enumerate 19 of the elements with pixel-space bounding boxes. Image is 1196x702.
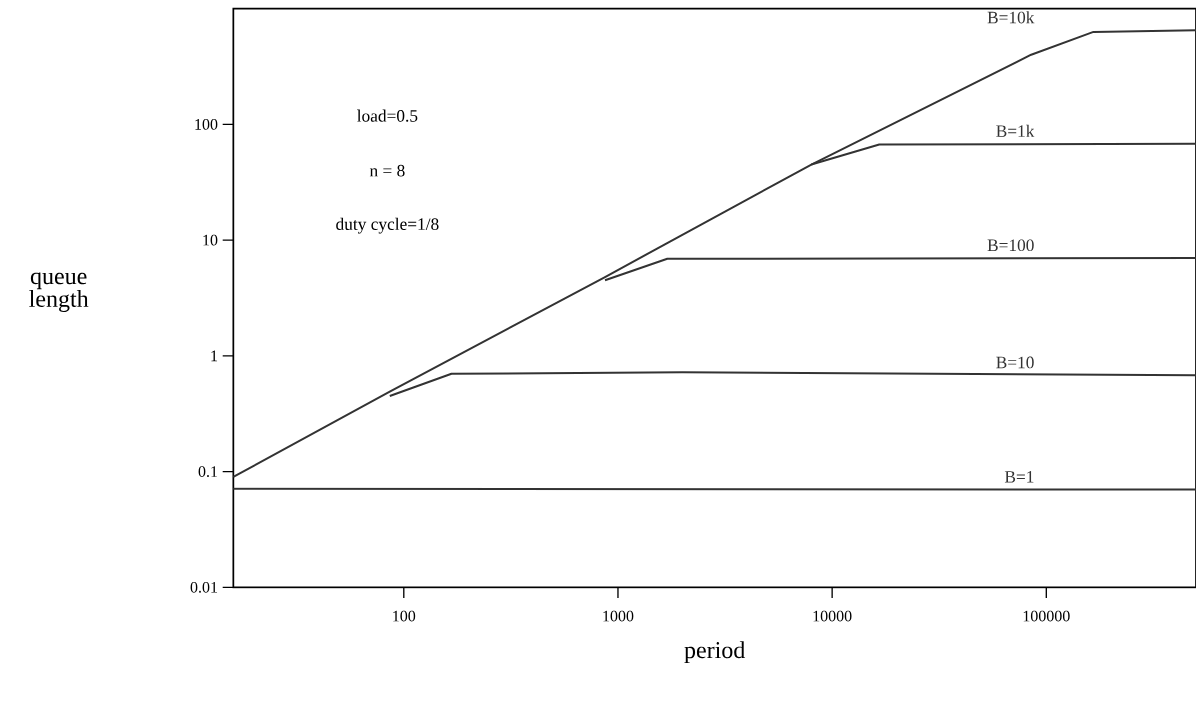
y-tick-label: 0.01 bbox=[190, 581, 218, 593]
x-axis-title: period bbox=[684, 641, 746, 664]
x-tick-label: 10000 bbox=[813, 610, 852, 622]
y-tick-label: 1 bbox=[211, 350, 218, 362]
series-label: B=1 bbox=[1004, 471, 1034, 483]
annotation: n = 8 bbox=[369, 164, 405, 177]
annotation: load=0.5 bbox=[357, 109, 418, 122]
x-tick-label: 100 bbox=[393, 610, 416, 622]
series-label: B=10k bbox=[987, 11, 1035, 24]
annotation: duty cycle=1/8 bbox=[336, 217, 439, 234]
y-tick-label: 0.1 bbox=[198, 466, 218, 478]
series-label: B=1k bbox=[996, 124, 1035, 137]
series-label: B=100 bbox=[987, 239, 1034, 252]
series-label: B=10 bbox=[996, 356, 1034, 369]
y-axis-title: queue length bbox=[29, 272, 89, 312]
y-tick-label: 100 bbox=[195, 118, 218, 130]
x-tick-label: 100000 bbox=[1023, 610, 1070, 622]
y-tick-label: 10 bbox=[203, 234, 218, 246]
x-tick-label: 1000 bbox=[603, 610, 634, 622]
